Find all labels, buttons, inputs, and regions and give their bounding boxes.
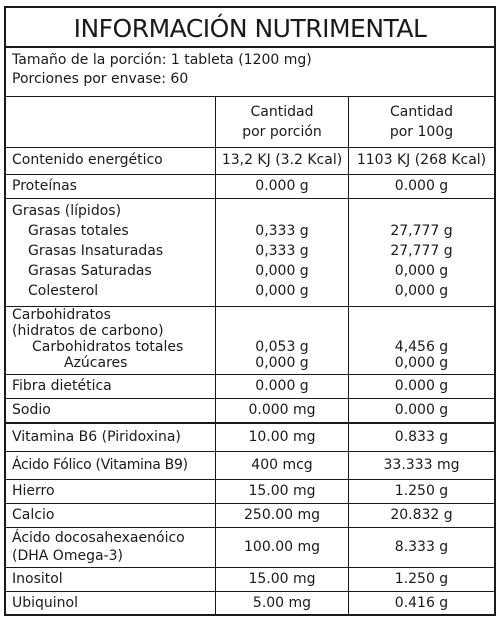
row-fats-saturated-per-100g: 0,000 g — [394, 263, 449, 279]
row-fats-total-name: Grasas totales — [28, 223, 129, 239]
row-protein-per-serving: 0.000 g — [255, 178, 309, 194]
row-sugars-per-100g: 0,000 g — [394, 355, 449, 371]
row-fats-total-per-100g: 27,777 g — [390, 223, 453, 239]
row-fats-saturated-name: Grasas Saturadas — [28, 263, 152, 279]
row-calcium-name: Calcio — [12, 507, 55, 523]
row-fats-per-100g-block: 27,777 g 27,777 g 0,000 g 0,000 g — [349, 221, 494, 301]
row-dha-name: Ácido docosahexaenóico — [12, 530, 185, 546]
row-sodium-per-serving: 0.000 mg — [248, 402, 316, 418]
row-folic-name: Ácido Fólico (Vitamina B9) — [12, 457, 188, 473]
row-fats-saturated-per-serving: 0,000 g — [255, 263, 309, 279]
row-divider — [6, 306, 494, 307]
row-ubiquinol-per-100g: 0.416 g — [394, 595, 449, 611]
row-energy-per-100g: 1103 KJ (268 Kcal) — [356, 152, 487, 168]
row-fats-per-serving-block: 0,333 g 0,333 g 0,000 g 0,000 g — [216, 221, 348, 301]
row-divider — [6, 591, 494, 592]
row-inositol-per-100g: 1.250 g — [394, 571, 449, 587]
row-divider — [6, 398, 494, 399]
row-carbs-total-per-serving: 0,053 g — [255, 339, 309, 355]
row-divider-thick — [6, 422, 494, 424]
header-per-100g: Cantidad por 100g — [389, 104, 454, 140]
row-folic-per-serving: 400 mcg — [251, 457, 313, 473]
row-cholesterol-name: Colesterol — [28, 283, 99, 299]
row-sugars-per-serving: 0,000 g — [255, 355, 309, 371]
serving-info: Tamaño de la porción: 1 tableta (1200 mg… — [6, 48, 494, 97]
row-divider — [6, 198, 494, 199]
row-dha-name-block: Ácido docosahexaenóico (DHA Omega-3) — [12, 529, 218, 565]
row-energy-per-serving: 13,2 KJ (3.2 Kcal) — [221, 152, 343, 168]
row-inositol-name: Inositol — [12, 571, 63, 587]
row-folic-per-100g: 33.333 mg — [383, 457, 460, 473]
row-calcium-per-serving: 250.00 mg — [244, 507, 320, 523]
row-cholesterol-per-serving: 0,000 g — [255, 283, 309, 299]
row-divider — [6, 451, 494, 452]
row-dha-per-serving: 100.00 mg — [244, 539, 320, 555]
row-carbs-name: Carbohidratos — [12, 307, 111, 323]
row-sugars-name: Azúcares — [64, 355, 128, 371]
row-energy-name: Contenido energético — [12, 152, 163, 168]
row-carbs-per-100g-block: 4,456 g 0,000 g — [349, 339, 494, 371]
row-sodium-name: Sodio — [12, 402, 51, 418]
row-cholesterol-per-100g: 0,000 g — [394, 283, 449, 299]
row-iron-per-serving: 15.00 mg — [248, 483, 316, 499]
row-sodium-per-100g: 0.000 g — [394, 402, 449, 418]
serving-size: Tamaño de la porción: 1 tableta (1200 mg… — [12, 52, 312, 68]
row-protein-per-100g: 0.000 g — [394, 178, 449, 194]
row-protein-name: Proteínas — [12, 178, 77, 194]
row-divider — [6, 147, 494, 148]
row-fats-total-per-serving: 0,333 g — [255, 223, 309, 239]
row-fats-unsaturated-name: Grasas Insaturadas — [28, 243, 164, 259]
row-iron-name: Hierro — [12, 483, 55, 499]
row-fiber-per-serving: 0.000 g — [255, 378, 309, 394]
row-dha-name-sub: (DHA Omega-3) — [12, 548, 123, 564]
row-b6-per-100g: 0.833 g — [394, 429, 449, 445]
row-b6-name: Vitamina B6 (Piridoxina) — [12, 429, 181, 445]
column-divider-2 — [348, 97, 349, 616]
row-divider — [6, 374, 494, 375]
row-divider — [6, 479, 494, 480]
row-divider — [6, 174, 494, 175]
row-dha-per-100g: 8.333 g — [394, 539, 449, 555]
row-fats-name-block: Grasas (lípidos) Grasas totales Grasas I… — [12, 201, 218, 301]
row-fiber-per-100g: 0.000 g — [394, 378, 449, 394]
row-divider — [6, 567, 494, 568]
row-carbs-name-block: Carbohidratos (hidratos de carbono) Carb… — [12, 307, 218, 371]
row-b6-per-serving: 10.00 mg — [248, 429, 316, 445]
nutrition-label: INFORMACIÓN NUTRIMENTAL Tamaño de la por… — [4, 6, 496, 616]
row-fats-name: Grasas (lípidos) — [12, 203, 122, 219]
row-ubiquinol-per-serving: 5.00 mg — [252, 595, 312, 611]
column-divider-1 — [215, 97, 216, 616]
label-title: INFORMACIÓN NUTRIMENTAL — [6, 8, 494, 48]
row-inositol-per-serving: 15.00 mg — [248, 571, 316, 587]
row-carbs-total-name: Carbohidratos totales — [32, 339, 184, 355]
row-carbs-per-serving-block: 0,053 g 0,000 g — [216, 339, 348, 371]
header-per-serving: Cantidad por porción — [242, 104, 322, 140]
row-fiber-name: Fibra dietética — [12, 378, 112, 394]
row-ubiquinol-name: Ubiquinol — [12, 595, 79, 611]
row-carbs-total-per-100g: 4,456 g — [394, 339, 449, 355]
row-fats-unsaturated-per-100g: 27,777 g — [390, 243, 453, 259]
row-fats-unsaturated-per-serving: 0,333 g — [255, 243, 309, 259]
row-divider — [6, 527, 494, 528]
row-iron-per-100g: 1.250 g — [394, 483, 449, 499]
row-carbs-name-sub: (hidratos de carbono) — [12, 323, 164, 339]
row-divider — [6, 503, 494, 504]
row-calcium-per-100g: 20.832 g — [390, 507, 453, 523]
servings-per-container: Porciones por envase: 60 — [12, 71, 189, 87]
